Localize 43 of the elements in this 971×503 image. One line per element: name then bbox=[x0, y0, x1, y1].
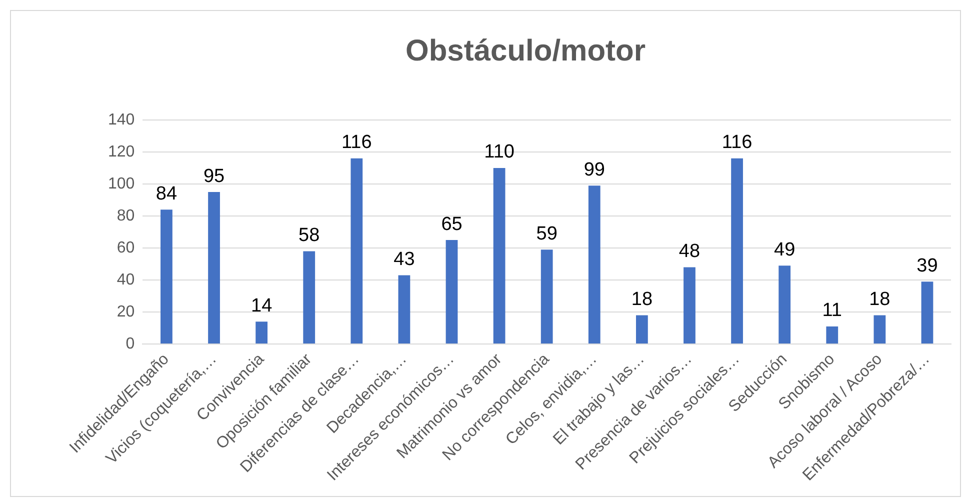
bar bbox=[398, 275, 410, 344]
bar bbox=[208, 192, 220, 344]
y-tick-label: 60 bbox=[116, 239, 135, 256]
bar bbox=[588, 186, 600, 344]
y-tick-label: 120 bbox=[108, 143, 135, 160]
y-tick-label: 80 bbox=[116, 207, 135, 224]
bar bbox=[921, 282, 934, 344]
data-label: 39 bbox=[916, 255, 938, 276]
bar bbox=[778, 266, 791, 344]
data-label: 59 bbox=[536, 223, 558, 244]
data-label: 116 bbox=[722, 132, 752, 154]
bar bbox=[303, 251, 316, 344]
data-label: 99 bbox=[584, 159, 605, 180]
bar bbox=[493, 168, 506, 344]
bar bbox=[826, 326, 838, 344]
data-label: 95 bbox=[203, 166, 225, 187]
bar bbox=[256, 322, 268, 344]
bar bbox=[160, 210, 172, 344]
data-label: 65 bbox=[441, 214, 462, 235]
y-tick-label: 40 bbox=[116, 271, 135, 288]
data-label: 11 bbox=[822, 300, 842, 322]
y-tick-label: 0 bbox=[126, 335, 135, 352]
bar bbox=[540, 250, 553, 344]
y-tick-label: 100 bbox=[108, 175, 135, 192]
data-label: 116 bbox=[342, 132, 372, 154]
data-label: 18 bbox=[869, 288, 890, 310]
chart-title: Obstáculo/motor bbox=[405, 34, 646, 68]
data-label: 110 bbox=[484, 142, 514, 163]
bar bbox=[684, 267, 696, 344]
bar bbox=[874, 315, 886, 344]
bar bbox=[636, 315, 648, 344]
y-tick-label: 140 bbox=[108, 111, 135, 128]
y-tick-label: 20 bbox=[116, 303, 135, 320]
data-label: 43 bbox=[394, 248, 415, 270]
data-label: 58 bbox=[298, 224, 320, 246]
data-label: 49 bbox=[774, 239, 796, 260]
data-label: 84 bbox=[156, 183, 178, 204]
bar bbox=[350, 158, 363, 344]
data-label: 18 bbox=[631, 288, 653, 310]
bar bbox=[446, 240, 458, 344]
data-label: 48 bbox=[678, 240, 700, 262]
data-label: 14 bbox=[250, 295, 273, 316]
bar bbox=[731, 158, 743, 344]
